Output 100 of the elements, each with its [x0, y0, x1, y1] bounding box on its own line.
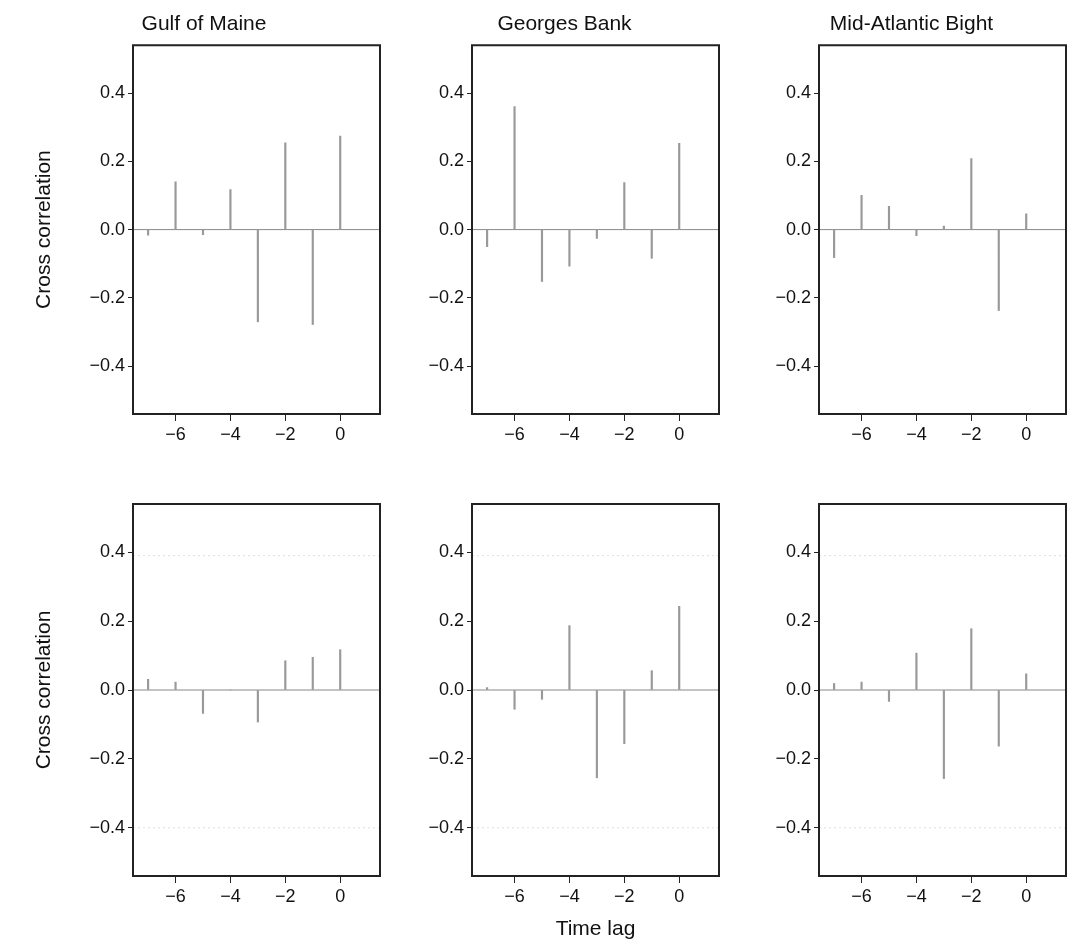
x-tick-label: −4: [559, 423, 580, 444]
y-tick-label: −0.2: [428, 286, 464, 307]
y-tick-label: 0.2: [99, 150, 125, 171]
y-tick-label: −0.4: [428, 355, 464, 376]
x-tick-label: −2: [614, 885, 635, 906]
bar: [833, 683, 836, 690]
x-axis-title: Time lag: [555, 916, 636, 940]
bar: [887, 206, 891, 230]
x-tick-label: 0: [674, 423, 685, 444]
bar: [568, 625, 571, 690]
y-tick-label: 0.0: [99, 678, 125, 699]
y-tick-label: −0.2: [89, 747, 125, 768]
bar: [339, 135, 342, 230]
y-tick-label: 0.4: [438, 541, 464, 562]
bar: [201, 690, 205, 714]
bar: [568, 229, 571, 267]
y-tick-label: 0.4: [99, 81, 125, 102]
bar: [623, 182, 626, 230]
bar: [284, 142, 287, 230]
y-tick-label: 0.4: [785, 81, 811, 102]
x-tick-label: −2: [614, 423, 635, 444]
y-tick-label: 0.2: [438, 150, 464, 171]
bar: [229, 189, 232, 230]
bar: [915, 229, 918, 237]
bar: [256, 229, 259, 323]
x-tick-label: 0: [674, 885, 685, 906]
bar: [623, 690, 626, 745]
x-tick-label: −4: [906, 423, 927, 444]
y-tick-label: −0.4: [775, 355, 811, 376]
y-tick-label: 0.2: [99, 610, 125, 631]
y-tick-label: −0.2: [89, 286, 125, 307]
x-tick-label: −4: [906, 885, 927, 906]
x-tick-label: 0: [335, 423, 346, 444]
bar: [147, 678, 150, 690]
bar: [201, 229, 205, 236]
bar: [540, 690, 544, 700]
x-tick-label: −6: [165, 885, 186, 906]
x-tick-label: −6: [851, 423, 872, 444]
chart-title: Gulf of Maine: [141, 11, 267, 35]
bar: [860, 195, 863, 230]
y-tick-label: −0.4: [89, 355, 125, 376]
chart-title: Mid-Atlantic Bight: [829, 11, 994, 35]
y-tick-label: 0.0: [785, 218, 811, 239]
bar: [595, 690, 598, 779]
y-tick-label: −0.4: [775, 816, 811, 837]
bar: [540, 229, 544, 282]
y-tick-label: 0.0: [785, 678, 811, 699]
bar: [860, 681, 863, 690]
x-tick-label: −4: [559, 885, 580, 906]
bar: [942, 690, 945, 779]
bar: [970, 628, 973, 690]
x-tick-label: −6: [851, 885, 872, 906]
bar: [174, 681, 177, 690]
x-tick-label: 0: [1021, 885, 1032, 906]
bar: [311, 229, 314, 325]
bar: [650, 670, 653, 690]
bar: [678, 142, 681, 230]
y-tick-label: 0.4: [99, 541, 125, 562]
y-axis-title: Cross correlation: [31, 610, 55, 770]
bar: [311, 656, 314, 690]
bar: [595, 229, 598, 239]
x-tick-label: −2: [275, 885, 296, 906]
x-tick-label: −6: [504, 885, 525, 906]
y-axis-title: Cross correlation: [31, 150, 55, 309]
y-tick-label: 0.0: [99, 218, 125, 239]
y-tick-label: −0.4: [89, 816, 125, 837]
chart-title: Georges Bank: [497, 11, 633, 35]
bar: [650, 229, 653, 259]
bar: [339, 649, 342, 690]
bar: [256, 690, 259, 723]
y-tick-label: 0.4: [438, 81, 464, 102]
bar: [678, 605, 681, 690]
x-tick-label: −4: [220, 885, 241, 906]
y-tick-label: 0.2: [785, 610, 811, 631]
x-tick-label: −2: [275, 423, 296, 444]
x-tick-label: 0: [1021, 423, 1032, 444]
bar: [513, 106, 516, 230]
x-tick-label: −6: [504, 423, 525, 444]
bar: [174, 181, 177, 230]
y-tick-label: −0.2: [775, 747, 811, 768]
y-tick-label: −0.2: [428, 747, 464, 768]
x-tick-label: −2: [961, 885, 982, 906]
y-tick-label: 0.2: [438, 610, 464, 631]
x-tick-label: −4: [220, 423, 241, 444]
bar: [887, 690, 891, 702]
y-tick-label: 0.2: [785, 150, 811, 171]
y-tick-label: −0.4: [428, 816, 464, 837]
y-tick-label: 0.0: [438, 678, 464, 699]
y-tick-label: 0.0: [438, 218, 464, 239]
bar: [486, 687, 489, 690]
y-tick-label: −0.2: [775, 286, 811, 307]
bar: [284, 660, 287, 690]
x-tick-label: 0: [335, 885, 346, 906]
bar: [513, 690, 516, 710]
bar: [970, 158, 973, 230]
bar: [486, 229, 489, 247]
bar: [997, 229, 1000, 311]
bar: [1025, 673, 1028, 690]
y-tick-label: 0.4: [785, 541, 811, 562]
bar: [915, 652, 918, 690]
